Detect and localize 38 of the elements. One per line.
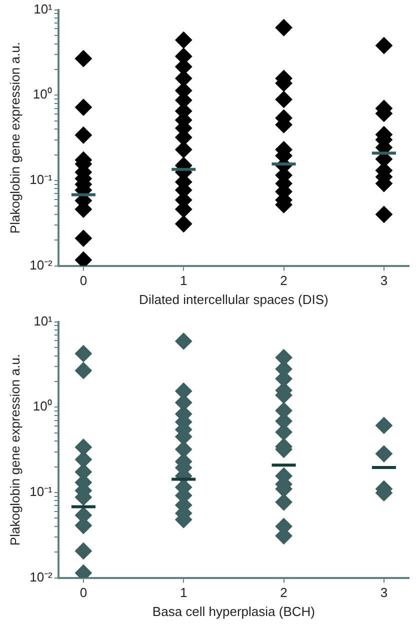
- point: [74, 50, 92, 68]
- y-tick-label: 10¹: [34, 313, 54, 328]
- y-tick-label: 10⁻¹: [30, 484, 54, 500]
- y-tick-label: 10⁻²: [30, 569, 54, 584]
- x-tick-label: 2: [280, 273, 288, 288]
- y-tick-label: 10⁻²: [30, 257, 54, 272]
- y-axis-title: Plakoglobin gene expression a.u.: [7, 354, 22, 546]
- point: [275, 494, 292, 511]
- point: [74, 345, 92, 362]
- y-tick-label: 10⁰: [32, 86, 52, 102]
- x-axis-title: Basa cell hyperplasia (BCH): [152, 604, 315, 619]
- x-tick-label: 1: [180, 585, 188, 600]
- point: [74, 362, 92, 380]
- point: [175, 215, 192, 232]
- y-tick-label: 10⁰: [32, 398, 52, 414]
- point: [74, 230, 92, 247]
- point: [74, 542, 92, 560]
- point: [275, 90, 292, 108]
- point: [375, 416, 392, 434]
- x-tick-label: 2: [280, 585, 288, 600]
- x-tick-label: 0: [80, 585, 88, 600]
- point: [74, 126, 92, 144]
- x-axis-title: Dilated intercellular spaces (DIS): [139, 292, 328, 307]
- point: [175, 32, 192, 49]
- point: [275, 19, 292, 36]
- x-tick-label: 3: [380, 273, 388, 288]
- x-tick-label: 3: [380, 585, 388, 600]
- point: [375, 206, 392, 223]
- y-tick-label: 10¹: [34, 1, 54, 16]
- point: [375, 445, 392, 462]
- point: [375, 37, 392, 54]
- x-tick-label: 0: [80, 273, 88, 288]
- x-tick-label: 1: [180, 273, 188, 288]
- point: [74, 98, 92, 116]
- y-axis-title: Plakoglobin gene expression a.u.: [7, 42, 22, 234]
- y-tick-label: 10⁻¹: [30, 172, 54, 188]
- point: [175, 332, 192, 350]
- point: [74, 251, 92, 266]
